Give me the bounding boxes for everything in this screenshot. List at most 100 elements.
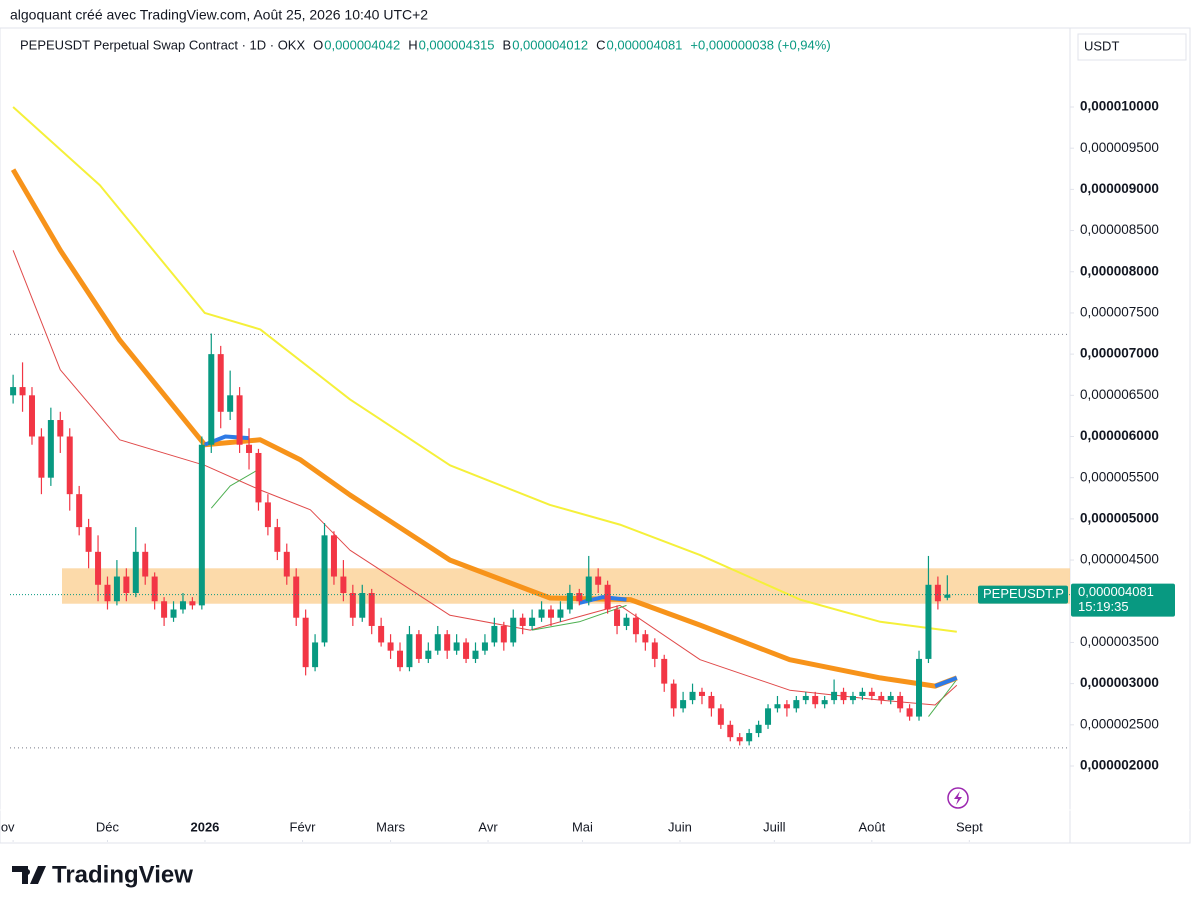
candle-body — [397, 650, 404, 668]
candle-body — [812, 695, 819, 705]
candle-body — [161, 601, 168, 618]
candle-body — [793, 700, 800, 709]
candle-body — [198, 444, 205, 606]
candle-body — [85, 527, 92, 552]
ma-line — [210, 469, 259, 509]
candle-body — [481, 642, 488, 651]
candle-body — [538, 609, 545, 618]
legend-h: 0,000004315 — [419, 37, 495, 52]
y-tick-label: 0,000006500 — [1080, 387, 1159, 402]
candle-body — [849, 695, 856, 701]
candle-body — [57, 420, 64, 437]
y-tick-label: 0,000008000 — [1080, 263, 1159, 278]
candle-body — [340, 576, 347, 594]
x-tick-label: 2026 — [190, 819, 219, 834]
candle-body — [283, 551, 290, 577]
x-tick-label: Sept — [956, 819, 983, 834]
y-tick-label: 0,000006000 — [1080, 428, 1159, 443]
candle-body — [132, 551, 139, 594]
candle-body — [708, 695, 715, 709]
legend-b: 0,000004012 — [512, 37, 588, 52]
legend-c: 0,000004081 — [607, 37, 683, 52]
candle-body — [312, 642, 319, 668]
y-tick-label: 0,000009500 — [1080, 140, 1159, 155]
candle-body — [727, 724, 734, 738]
candle-body — [566, 593, 573, 610]
candle-body — [189, 601, 196, 606]
candle-body — [10, 387, 17, 396]
y-tick-label: 0,000009000 — [1080, 181, 1159, 196]
candle-body — [472, 650, 479, 659]
y-tick-label: 0,000002000 — [1080, 758, 1159, 773]
candle-body — [868, 691, 875, 696]
candle-body — [840, 691, 847, 701]
candle-body — [274, 527, 281, 552]
candle-body — [831, 691, 838, 701]
symbol-tag — [978, 585, 1068, 604]
candle-body — [95, 551, 102, 585]
candle-body — [368, 593, 375, 626]
candle-body — [387, 642, 394, 651]
candle-body — [774, 704, 781, 709]
candle-body — [255, 452, 262, 503]
ma-line — [928, 679, 958, 717]
candle-body — [453, 642, 460, 651]
candle-body — [208, 354, 215, 445]
currency: USDT — [1084, 38, 1119, 53]
candle-body — [359, 593, 366, 618]
ma-line — [532, 604, 627, 631]
candle-body — [113, 576, 120, 602]
candle-body — [547, 609, 554, 618]
candle-body — [170, 609, 177, 618]
x-tick-label: Avr — [478, 819, 498, 834]
candle-body — [425, 650, 432, 659]
candle-body — [557, 609, 564, 618]
candle-body — [76, 494, 83, 528]
candle-body — [576, 593, 583, 602]
candle-body — [887, 695, 894, 701]
candle-body — [321, 535, 328, 643]
candle-body — [595, 576, 602, 585]
candle-body — [142, 551, 149, 577]
legend-c-label: C — [596, 37, 605, 52]
y-tick-label: 0,000005500 — [1080, 469, 1159, 484]
candle-body — [236, 395, 243, 445]
candle-body — [736, 737, 743, 742]
candle-body — [330, 535, 337, 577]
y-tick-label: 0,000003000 — [1080, 675, 1159, 690]
y-tick-label: 0,000007500 — [1080, 305, 1159, 320]
candle-body — [38, 436, 45, 478]
candle-body — [378, 625, 385, 643]
candle-body — [670, 683, 677, 709]
candle-body — [529, 617, 536, 626]
brand: TradingView — [52, 861, 193, 888]
price-tag — [1071, 583, 1175, 617]
legend-change: +0,000000038 (+0,94%) — [690, 37, 830, 52]
candle-body — [821, 700, 828, 705]
ma-line — [934, 676, 958, 688]
candle-body — [642, 634, 649, 643]
candle-body — [765, 708, 772, 725]
candle-body — [246, 444, 253, 453]
y-tick-label: 0,000007000 — [1080, 346, 1159, 361]
x-tick-label: Juill — [763, 819, 786, 834]
candle-body — [463, 642, 470, 659]
candle-body — [944, 594, 951, 598]
countdown: 15:19:35 — [1078, 599, 1129, 614]
candle-body — [406, 634, 413, 668]
candle-body — [698, 691, 705, 696]
candle-body — [878, 695, 885, 701]
candle-body — [614, 609, 621, 626]
candle-body — [500, 625, 507, 643]
legend-symbol: PEPEUSDT Perpetual Swap Contract · 1D · … — [20, 37, 305, 52]
candle-body — [302, 617, 309, 668]
candle-body — [717, 708, 724, 725]
candle-body — [623, 617, 630, 626]
y-tick-label: 0,000008500 — [1080, 222, 1159, 237]
y-tick-label: 0,000005000 — [1080, 510, 1159, 525]
x-tick-label: Mars — [376, 819, 405, 834]
legend-b-label: B — [503, 37, 512, 52]
candle-body — [293, 576, 300, 618]
candle-body — [897, 695, 904, 709]
